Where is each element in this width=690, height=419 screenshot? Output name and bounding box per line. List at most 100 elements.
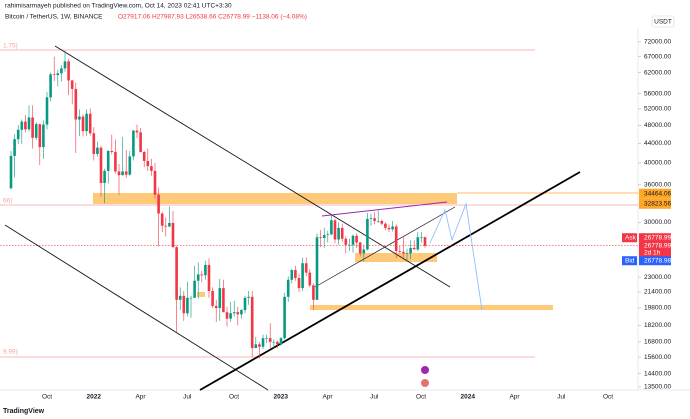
candle-body xyxy=(132,130,135,157)
candle-body xyxy=(16,129,20,140)
candle-body xyxy=(402,251,405,254)
y-tick-label: 16800.00 xyxy=(644,339,671,346)
x-tick-label: Apr xyxy=(509,394,520,401)
candle-body xyxy=(56,73,60,76)
candle-body xyxy=(153,170,157,195)
currency-box[interactable] xyxy=(651,15,675,28)
candle-body xyxy=(380,220,384,224)
candle-body xyxy=(81,116,85,132)
y-tick-label: 13500.00 xyxy=(644,384,671,391)
candle-body xyxy=(135,130,139,133)
candle-body xyxy=(214,305,218,308)
candle-body xyxy=(182,295,186,314)
candle-body xyxy=(128,156,132,175)
candle-body xyxy=(204,264,207,276)
candle-body xyxy=(290,270,294,280)
candle-body xyxy=(157,194,160,214)
candle-body xyxy=(222,288,225,313)
projection xyxy=(429,202,483,311)
x-tick-label: Apr xyxy=(322,394,333,401)
x-tick-label: Oct xyxy=(603,394,613,401)
trend-line xyxy=(4,224,269,391)
y-tick-label: 52000.00 xyxy=(644,106,671,113)
candle-body xyxy=(247,296,250,298)
y-tick-label: 18200.00 xyxy=(644,322,671,329)
candle-body xyxy=(38,124,42,148)
candle-body xyxy=(286,279,290,297)
candle-body xyxy=(232,312,236,314)
candle-body xyxy=(103,170,106,184)
candle-body xyxy=(268,338,272,342)
close-price: 26778.99 xyxy=(644,242,671,249)
candle-body xyxy=(67,61,70,81)
candle-body xyxy=(369,218,373,219)
price-label-box xyxy=(639,198,671,209)
bid-price-box xyxy=(639,256,671,266)
candle-body xyxy=(121,171,124,176)
y-tick-label: 15600.00 xyxy=(644,354,671,361)
ask-price-box xyxy=(639,233,671,243)
price-label-box xyxy=(639,188,671,199)
ohlc: O27917.06 H27987.93 L26538.66 C26778.99 … xyxy=(118,14,307,21)
trend-line xyxy=(199,171,581,391)
candle-body xyxy=(13,139,16,156)
x-tick-label: 2023 xyxy=(274,394,289,401)
byline: rahimisarmayeh published on TradingView.… xyxy=(5,3,232,10)
candle-body xyxy=(88,113,92,134)
candle-body xyxy=(106,150,110,171)
candle-body xyxy=(405,253,409,255)
y-tick-label: 21400.00 xyxy=(644,289,671,296)
zone xyxy=(197,292,205,297)
x-tick-label: Jul xyxy=(370,394,379,401)
candle-body xyxy=(193,280,196,298)
candle-body xyxy=(27,117,31,130)
event-icon[interactable] xyxy=(421,379,429,387)
candle-body xyxy=(258,344,261,347)
x-tick-label: Oct xyxy=(416,394,426,401)
candle-body xyxy=(31,117,34,138)
candle-body xyxy=(362,249,366,254)
x-tick-label: 2024 xyxy=(461,394,476,401)
trend-line xyxy=(54,45,451,288)
y-tick-label: 40000.00 xyxy=(644,160,671,167)
ask-tag xyxy=(622,233,637,243)
candle-body xyxy=(384,223,387,228)
currency[interactable]: USDT xyxy=(654,19,672,26)
x-tick-label: Oct xyxy=(42,394,52,401)
candle-body xyxy=(171,223,175,248)
event-icon[interactable] xyxy=(421,366,429,374)
candle-body xyxy=(9,155,13,189)
candle-body xyxy=(240,310,243,315)
zone xyxy=(93,193,457,204)
candle-body xyxy=(200,274,204,276)
candle-body xyxy=(164,225,168,227)
candle-body xyxy=(186,297,189,314)
level-label: 66) xyxy=(3,198,12,205)
candle-body xyxy=(312,285,315,300)
candle-body xyxy=(34,124,38,138)
candle-body xyxy=(175,247,178,300)
candle-body xyxy=(355,235,358,243)
x-tick-label: Jul xyxy=(557,394,566,401)
candle-body xyxy=(45,97,49,125)
candle-body xyxy=(294,270,297,278)
x-tick-label: Oct xyxy=(229,394,239,401)
candle-body xyxy=(301,263,304,289)
candle-body xyxy=(344,238,348,245)
candle-body xyxy=(229,313,232,319)
candle-body xyxy=(322,235,326,239)
candle-body xyxy=(297,277,301,289)
candle-body xyxy=(315,237,319,300)
trend-line xyxy=(321,201,448,217)
candle-body xyxy=(168,223,171,227)
candle-body xyxy=(351,235,355,245)
candle-body xyxy=(391,226,394,230)
candle-body xyxy=(358,242,362,254)
candle-body xyxy=(254,344,258,349)
candle-body xyxy=(189,297,193,299)
y-tick-label: 44000.00 xyxy=(644,140,671,147)
candle-body xyxy=(337,227,340,240)
candle-body xyxy=(272,341,276,343)
x-tick-label: 2022 xyxy=(87,394,102,401)
